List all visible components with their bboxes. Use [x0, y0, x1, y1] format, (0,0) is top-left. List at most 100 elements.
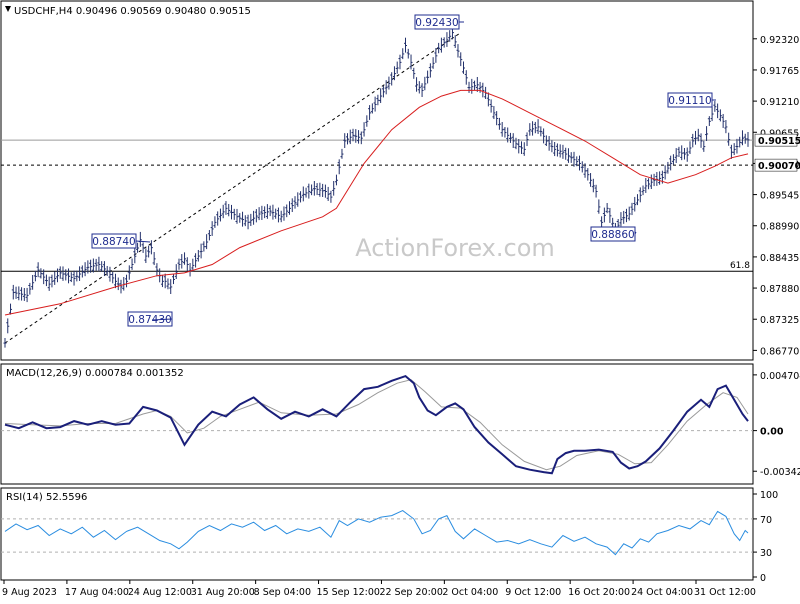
price-bar — [732, 143, 736, 156]
price-bar — [310, 184, 314, 196]
price-bar — [174, 264, 178, 280]
price-bar — [274, 208, 278, 219]
price-bar — [492, 106, 496, 120]
price-bar — [257, 207, 261, 221]
macd-series-layer — [4, 374, 749, 475]
price-bar — [119, 279, 123, 294]
x-axis-label: 31 Aug 20:00 — [191, 587, 255, 598]
price-axis-label: 0.87880 — [760, 284, 799, 295]
price-bar — [473, 80, 477, 91]
price-bar — [647, 178, 651, 190]
price-bar — [531, 121, 535, 136]
price-bar — [506, 127, 510, 143]
price-bar — [442, 37, 446, 48]
price-bar — [304, 187, 308, 198]
price-bar — [94, 258, 98, 271]
macd-line — [4, 374, 749, 475]
price-bar — [379, 88, 383, 104]
price-bar — [467, 81, 471, 93]
price-annotation-leader — [634, 231, 637, 235]
price-bar — [3, 338, 7, 348]
price-bar — [572, 151, 576, 167]
price-bar — [205, 234, 209, 250]
price-bar — [705, 126, 709, 141]
price-bar — [163, 273, 167, 289]
price-bar — [191, 258, 195, 272]
price-bar — [108, 266, 112, 282]
price-bar — [14, 286, 18, 299]
price-bar — [489, 99, 493, 113]
price-bar — [97, 256, 101, 272]
dashed-level-tag: 0.90070 — [754, 158, 800, 172]
price-annotation: 0.92430 — [414, 14, 464, 30]
ohlc-header-text: USDCHF,H4 0.90496 0.90569 0.90480 0.9051… — [14, 6, 251, 17]
price-bar — [735, 138, 739, 154]
price-bar — [481, 82, 485, 98]
current-price-tag-label: 0.90515 — [758, 136, 800, 147]
price-bar — [395, 61, 399, 74]
price-bar — [345, 133, 349, 145]
x-axis-label: 24 Oct 04:00 — [631, 587, 693, 598]
price-annotation: 0.88740 — [91, 233, 151, 249]
price-bar — [17, 286, 21, 301]
x-axis-label: 31 Oct 12:00 — [694, 587, 756, 598]
price-bar — [376, 94, 380, 106]
x-axis-label: 16 Oct 20:00 — [568, 587, 630, 598]
price-bar — [235, 208, 239, 224]
price-bar — [525, 132, 529, 147]
price-bar — [354, 129, 358, 143]
price-bar — [334, 174, 338, 186]
rsi-line — [4, 510, 749, 556]
price-bar — [83, 262, 87, 277]
dropdown-triangle-icon — [5, 6, 11, 12]
price-bar — [196, 249, 200, 262]
price-bar — [713, 101, 717, 112]
price-bar — [61, 266, 65, 281]
price-axis-label: 0.86770 — [760, 346, 799, 357]
x-axis-label: 22 Sep 20:00 — [379, 587, 442, 598]
price-bar — [691, 133, 695, 148]
price-bar — [69, 272, 73, 283]
price-bar — [171, 274, 175, 285]
price-bar — [738, 136, 742, 148]
price-bar — [710, 106, 714, 122]
price-bar — [575, 156, 579, 167]
price-bar — [263, 206, 267, 219]
price-bar — [387, 76, 391, 90]
price-bar — [486, 92, 490, 107]
price-bar — [437, 42, 441, 54]
price-bar — [243, 215, 247, 227]
price-panel-frame — [0, 0, 754, 361]
price-annotation-label: 0.88860 — [591, 229, 634, 241]
price-bar — [404, 37, 408, 53]
price-axis-label: 0.89545 — [760, 191, 799, 202]
price-bar — [144, 248, 148, 264]
price-bar — [381, 85, 385, 98]
price-annotation: 0.91110 — [667, 92, 716, 108]
price-bar — [658, 171, 662, 185]
price-bar — [707, 116, 711, 126]
price-bar — [53, 271, 57, 285]
price-bar — [497, 117, 501, 130]
price-bar — [149, 240, 153, 255]
price-bar — [368, 105, 372, 120]
price-bar — [605, 202, 609, 214]
price-annotations-layer: 0.87430 0.88740 0.92430 0.88860 0.91110 — [91, 14, 716, 327]
price-bar — [517, 139, 521, 154]
price-bar — [680, 145, 684, 161]
price-bar — [699, 133, 703, 148]
price-bar — [31, 274, 35, 290]
price-bar — [729, 144, 733, 159]
price-bar — [285, 204, 289, 218]
price-bar — [9, 303, 13, 315]
price-bar — [254, 209, 258, 223]
price-bar — [113, 273, 117, 289]
moving-average-line — [4, 89, 749, 316]
price-bar — [514, 137, 518, 150]
price-bar — [727, 132, 731, 146]
price-bar — [307, 183, 311, 199]
price-bar — [558, 144, 562, 158]
price-bar — [591, 178, 595, 193]
price-bar — [464, 70, 468, 85]
rsi-label: RSI(14) 52.5596 — [6, 492, 87, 503]
